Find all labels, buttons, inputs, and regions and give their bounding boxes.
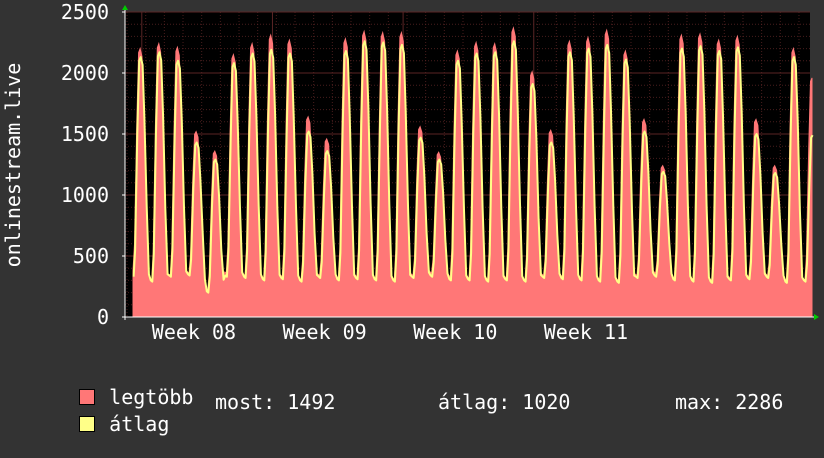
legend-label-avg: átlag [109, 412, 170, 436]
stat-now: most: 1492 [215, 390, 336, 414]
y-tick-label: 1000 [61, 183, 109, 207]
x-axis-arrow [814, 314, 819, 320]
stat-max: max: 2286 [675, 390, 784, 414]
y-axis-label-group: onlinestream.live [1, 63, 25, 268]
series-group [132, 26, 814, 318]
x-tick-label: Week 08 [152, 320, 236, 344]
y-axis-arrow [122, 5, 128, 10]
y-tick-label: 1500 [61, 122, 109, 146]
legend-swatch-max [79, 389, 96, 405]
y-tick-label: 2000 [61, 61, 109, 85]
tick-labels: 0 500 1000 1500 2000 2500 Week 08 Week 09 Week 1… [61, 0, 628, 344]
legend-item-max: legtöbb [31, 364, 193, 408]
x-tick-label: Week 09 [282, 320, 366, 344]
y-tick-label: 0 [97, 305, 109, 329]
legend-item-avg: átlag [31, 391, 169, 435]
y-tick-label: 500 [73, 244, 109, 268]
axes [122, 5, 819, 320]
series-line-avg [132, 40, 814, 294]
y-tick-label: 2500 [61, 0, 109, 24]
stat-avg: átlag: 1020 [438, 390, 571, 414]
x-tick-label: Week 11 [544, 320, 628, 344]
rrd-graph: onlinestream.live 0 500 1000 1500 2000 2500 We… [1, 0, 819, 435]
legend-label-max: legtöbb [109, 385, 194, 409]
x-tick-label: Week 10 [413, 320, 497, 344]
chart-svg: onlinestream.live 0 500 1000 1500 2000 2500 We… [1, 0, 819, 344]
y-axis-title: onlinestream.live [1, 63, 25, 268]
